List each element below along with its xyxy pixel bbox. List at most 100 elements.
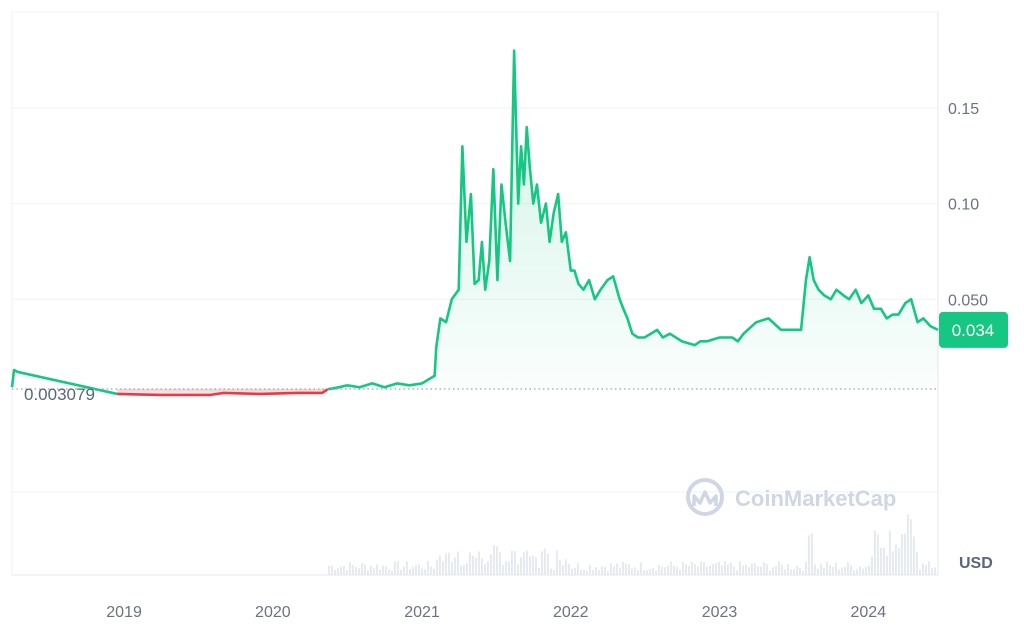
volume-bar — [480, 558, 483, 575]
volume-bar — [696, 566, 699, 575]
volume-bar — [702, 562, 705, 575]
volume-bar — [390, 570, 393, 575]
volume-bar — [564, 559, 567, 575]
volume-bar — [816, 568, 819, 575]
volume-bar — [924, 565, 927, 575]
volume-bar — [372, 568, 375, 575]
volume-bar — [723, 561, 726, 575]
volume-bar — [903, 533, 906, 575]
volume-bar — [345, 570, 348, 575]
volume-bar — [912, 536, 915, 575]
volume-bar — [561, 565, 564, 575]
volume-bar — [804, 561, 807, 575]
volume-bar — [918, 569, 921, 575]
volume-bar — [333, 569, 336, 575]
volume-bar — [522, 552, 525, 575]
volume-bar — [351, 565, 354, 575]
volume-bar — [483, 564, 486, 575]
volume-bar — [546, 553, 549, 575]
volume-bar — [417, 564, 420, 575]
volume-bar — [687, 566, 690, 575]
volume-bar — [441, 561, 444, 575]
volume-bar — [543, 548, 546, 575]
volume-bar — [426, 561, 429, 575]
volume-bar — [597, 569, 600, 575]
volume-bar — [879, 547, 882, 575]
volume-bar — [492, 545, 495, 575]
baseline-price-label: 0.003079 — [24, 385, 95, 404]
volume-bar — [846, 562, 849, 575]
volume-bar — [420, 568, 423, 575]
price-line-up-early — [10, 368, 118, 396]
volume-bar — [906, 514, 909, 575]
volume-bar — [741, 565, 744, 575]
volume-bar — [894, 544, 897, 575]
y-axis: 0.15 0.10 0.050 — [948, 101, 988, 309]
volume-bar — [876, 534, 879, 575]
volume-bar — [588, 564, 591, 575]
x-tick-label-5: 2024 — [851, 604, 887, 621]
volume-bar — [789, 569, 792, 575]
volume-bar — [672, 565, 675, 575]
volume-bar — [678, 569, 681, 575]
volume-bar — [423, 569, 426, 575]
volume-bar — [369, 566, 372, 575]
x-tick-label-0: 2019 — [106, 604, 142, 621]
volume-bar — [444, 553, 447, 575]
price-line-down — [117, 388, 329, 397]
volume-bar — [537, 568, 540, 575]
volume-bar — [768, 570, 771, 575]
volume-bar — [708, 566, 711, 575]
volume-bar — [720, 565, 723, 575]
volume-bar — [852, 570, 855, 575]
volume-bar — [504, 561, 507, 575]
volume-bar — [603, 566, 606, 575]
volume-bar — [399, 569, 402, 575]
volume-bar — [576, 563, 579, 575]
volume-bar — [432, 568, 435, 575]
volume-bar — [888, 530, 891, 575]
volume-bar — [495, 546, 498, 575]
volume-bar — [468, 552, 471, 575]
volume-bar — [834, 562, 837, 575]
volume-bar — [609, 563, 612, 575]
current-price-badge: 0.034 — [939, 311, 1008, 348]
volume-bar — [693, 564, 696, 575]
volume-bar — [765, 563, 768, 575]
volume-bar — [705, 566, 708, 575]
volume-bar — [366, 570, 369, 575]
volume-bar — [414, 565, 417, 575]
volume-bar — [363, 564, 366, 575]
volume-bar — [348, 562, 351, 575]
volume-bar — [357, 568, 360, 575]
volume-bar — [579, 569, 582, 575]
volume-bar — [666, 565, 669, 575]
volume-bar — [801, 570, 804, 575]
volume-bar — [384, 566, 387, 575]
volume-bar — [867, 565, 870, 575]
volume-bar — [831, 567, 834, 575]
price-series — [10, 49, 939, 397]
current-price-badge-bg — [939, 311, 1008, 348]
volume-bar — [795, 565, 798, 575]
volume-bar — [549, 568, 552, 575]
y-tick-label-0: 0.15 — [948, 101, 979, 118]
volume-bar — [774, 566, 777, 575]
x-tick-label-3: 2022 — [553, 604, 589, 621]
volume-bar — [591, 570, 594, 575]
volume-bar — [501, 565, 504, 575]
volume-bar — [474, 557, 477, 575]
volume-bar — [735, 570, 738, 575]
watermark-text: CoinMarketCap — [735, 486, 896, 511]
volume-bar — [780, 564, 783, 575]
volume-bar — [513, 551, 516, 575]
volume-bar — [528, 556, 531, 575]
volume-bar — [339, 566, 342, 575]
volume-bar — [771, 567, 774, 575]
volume-bar — [633, 567, 636, 575]
volume-bar — [858, 566, 861, 575]
volume-bar — [798, 567, 801, 575]
volume-bar — [750, 563, 753, 575]
volume-bar — [510, 550, 513, 575]
volume-bar — [690, 561, 693, 575]
